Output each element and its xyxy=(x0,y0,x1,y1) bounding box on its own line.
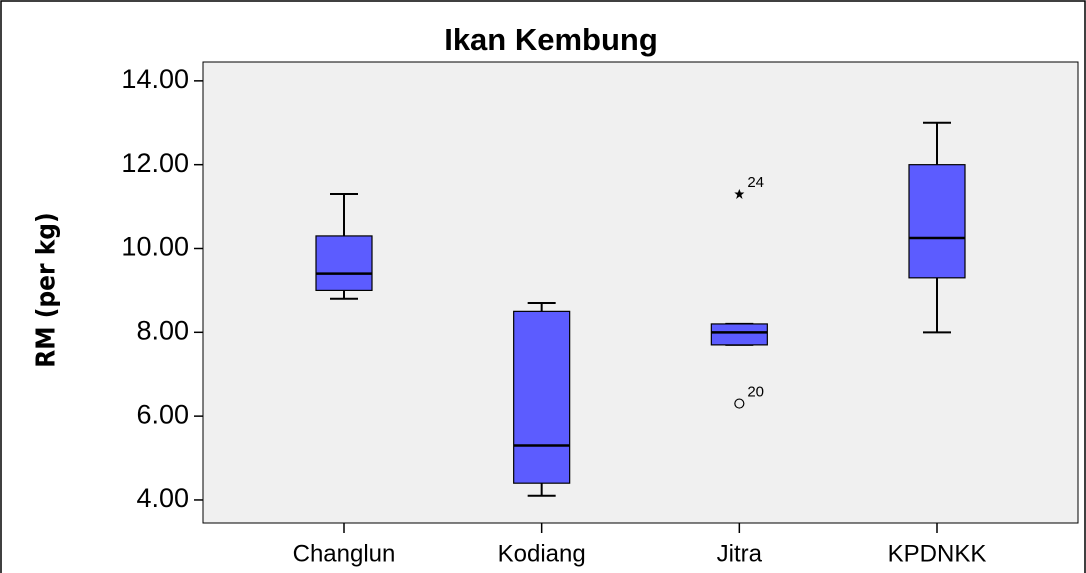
x-tick-label: KPDNKK xyxy=(888,540,987,567)
outlier-label: 24 xyxy=(747,174,764,191)
box xyxy=(710,323,768,346)
chart-title: Ikan Kembung xyxy=(444,22,658,57)
y-tick-label: 6.00 xyxy=(136,399,189,429)
plot-area xyxy=(202,61,1079,524)
box xyxy=(513,310,571,484)
x-tick-label: Kodiang xyxy=(498,540,586,567)
x-tick-label: Jitra xyxy=(717,540,763,567)
y-tick-label: 8.00 xyxy=(136,315,189,345)
y-tick-label: 14.00 xyxy=(121,64,189,94)
outlier xyxy=(734,189,745,200)
box xyxy=(908,164,966,279)
y-axis-label: RM (per kg) xyxy=(32,212,62,367)
x-tick-label: Changlun xyxy=(293,540,396,567)
y-tick-label: 12.00 xyxy=(121,148,189,178)
outlier xyxy=(734,398,745,409)
box xyxy=(315,235,373,292)
y-tick-label: 4.00 xyxy=(136,483,189,513)
y-tick-label: 10.00 xyxy=(121,232,189,262)
outlier-label: 20 xyxy=(747,384,764,401)
